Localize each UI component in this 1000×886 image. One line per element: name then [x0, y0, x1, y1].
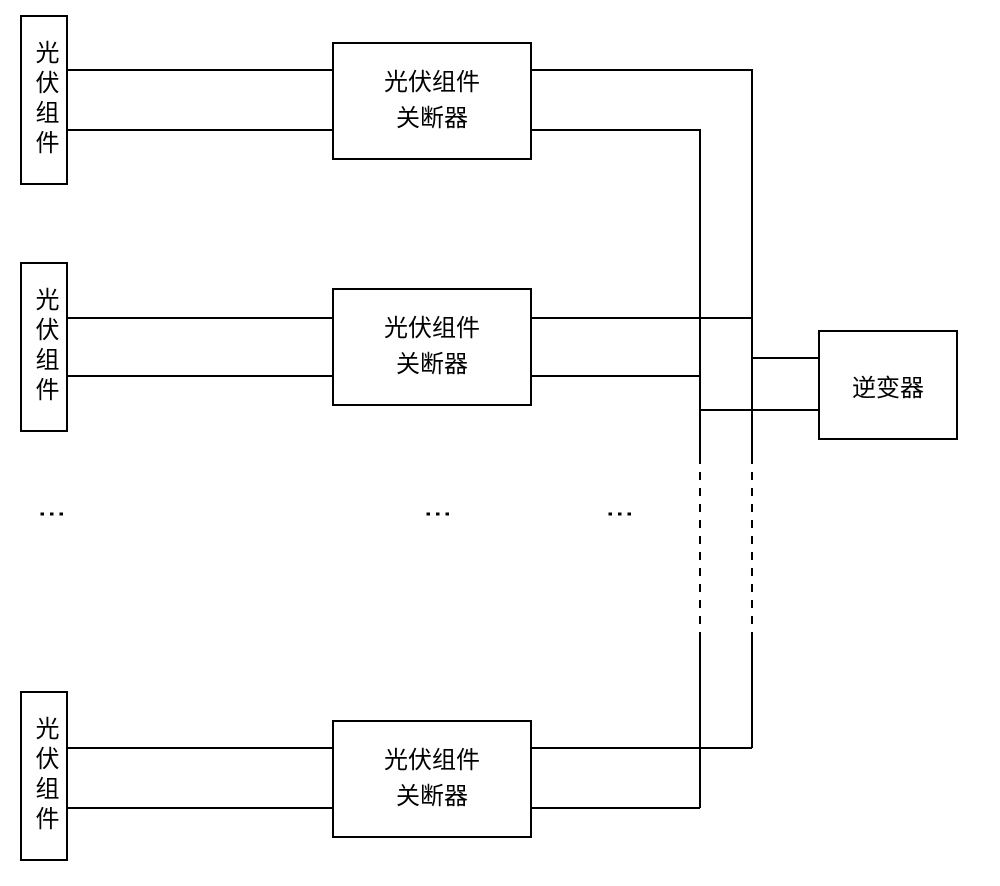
ellipsis-right: ⋮ [612, 500, 626, 526]
shutoff-2-label-line1: 光伏组件 [384, 316, 480, 342]
shutoff-3-label-line2: 关断器 [396, 784, 468, 810]
diagram-container: 光伏组件 光伏组件 光伏组件 光伏组件 关断器 光伏组件 关断器 光伏组件 关断… [0, 0, 1000, 886]
pv-module-3-label: 光伏组件 [32, 716, 56, 836]
shutoff-2-label: 光伏组件 关断器 [384, 311, 480, 383]
shutoff-1: 光伏组件 关断器 [332, 42, 532, 160]
inverter-label: 逆变器 [852, 368, 924, 403]
wire-sh1-out-top [532, 70, 818, 358]
shutoff-2: 光伏组件 关断器 [332, 288, 532, 406]
pv-module-3: 光伏组件 [20, 691, 68, 861]
shutoff-3: 光伏组件 关断器 [332, 720, 532, 838]
shutoff-1-label-line1: 光伏组件 [384, 70, 480, 96]
inverter: 逆变器 [818, 330, 958, 440]
shutoff-2-label-line2: 关断器 [396, 352, 468, 378]
shutoff-3-label-line1: 光伏组件 [384, 748, 480, 774]
pv-module-2-label: 光伏组件 [32, 287, 56, 407]
ellipsis-mid: ⋮ [430, 500, 444, 526]
shutoff-1-label: 光伏组件 关断器 [384, 65, 480, 137]
shutoff-3-label: 光伏组件 关断器 [384, 743, 480, 815]
wire-sh1-out-bot [532, 130, 818, 410]
pv-module-1-label: 光伏组件 [32, 40, 56, 160]
pv-module-1: 光伏组件 [20, 15, 68, 185]
ellipsis-left: ⋮ [44, 500, 58, 526]
shutoff-1-label-line2: 关断器 [396, 106, 468, 132]
pv-module-2: 光伏组件 [20, 262, 68, 432]
